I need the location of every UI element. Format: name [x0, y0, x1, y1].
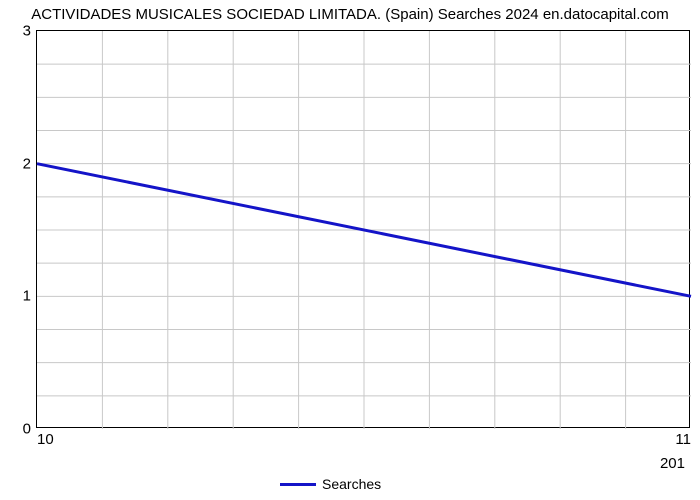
x-tick-label: 11: [675, 427, 691, 448]
y-tick-label: 2: [23, 155, 37, 172]
chart-title: ACTIVIDADES MUSICALES SOCIEDAD LIMITADA.…: [0, 6, 700, 23]
legend: Searches: [280, 476, 381, 492]
chart-container: ACTIVIDADES MUSICALES SOCIEDAD LIMITADA.…: [0, 0, 700, 500]
y-tick-label: 1: [23, 288, 37, 305]
plot-svg: [37, 31, 691, 429]
x-secondary-label: 201: [660, 455, 685, 472]
y-tick-label: 3: [23, 23, 37, 40]
legend-line: [280, 483, 316, 486]
x-tick-label: 10: [37, 427, 54, 448]
y-tick-label: 0: [23, 421, 37, 438]
legend-label: Searches: [322, 476, 381, 492]
plot-area: 01231011201: [36, 30, 690, 428]
